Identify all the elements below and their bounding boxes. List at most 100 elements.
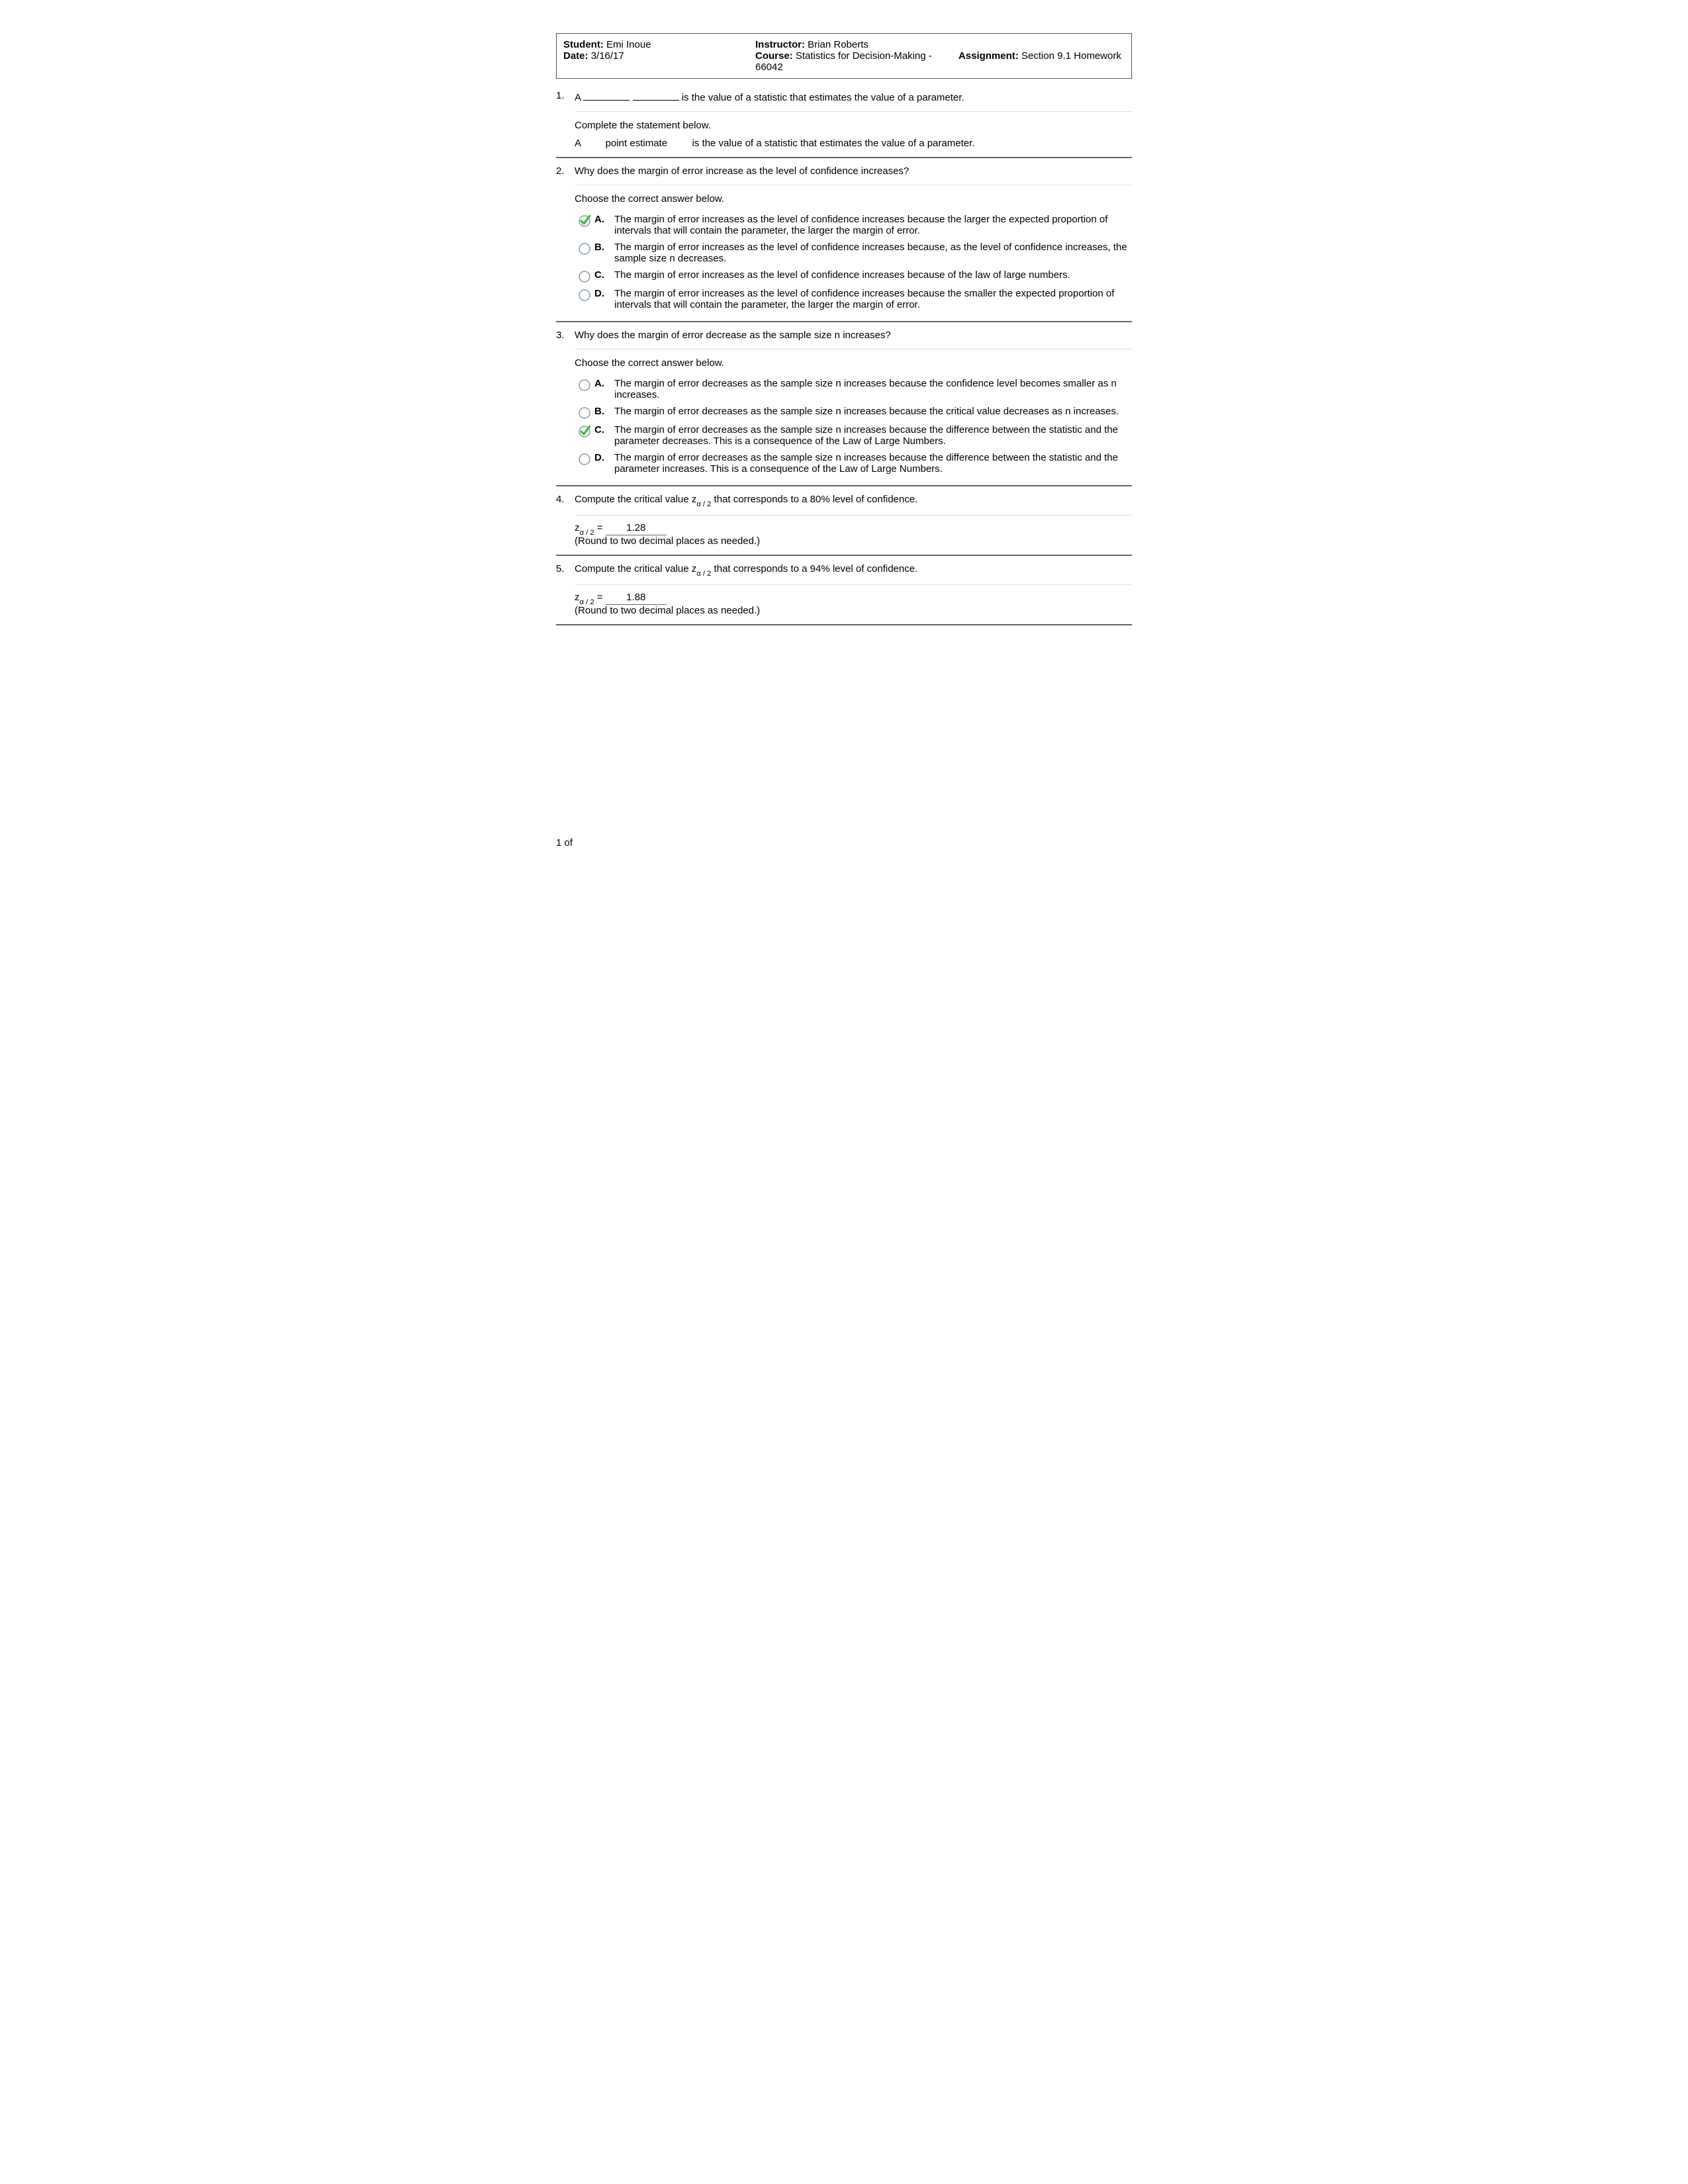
option-text: The margin of error decreases as the sam…: [614, 452, 1132, 475]
date-value: 3/16/17: [591, 50, 624, 62]
q2-subprompt: Choose the correct answer below.: [575, 192, 1132, 211]
assignment-line: Assignment: Section 9.1 Homework: [959, 50, 1125, 73]
qnum: 1.: [556, 88, 575, 157]
header-left: Student: Emi Inoue Date: 3/16/17: [557, 34, 749, 78]
q4-prompt-sub: α / 2: [696, 500, 711, 508]
qbody: Compute the critical value zα / 2 that c…: [575, 561, 1132, 624]
instructor-line: Instructor: Brian Roberts: [755, 39, 1125, 50]
qnum: 2.: [556, 163, 575, 321]
option-text: The margin of error increases as the lev…: [614, 269, 1132, 281]
option-letter: B.: [594, 242, 614, 253]
radio-unchecked-icon[interactable]: [575, 406, 594, 419]
option-row[interactable]: A.The margin of error increases as the l…: [575, 211, 1132, 239]
q5-prompt-pre: Compute the critical value z: [575, 563, 696, 574]
q5-prompt: Compute the critical value zα / 2 that c…: [575, 561, 1132, 583]
radio-checked-icon[interactable]: [575, 424, 594, 437]
option-letter: A.: [594, 378, 614, 389]
option-text: The margin of error increases as the lev…: [614, 242, 1132, 264]
option-text: The margin of error increases as the lev…: [614, 214, 1132, 236]
q3-subprompt: Choose the correct answer below.: [575, 356, 1132, 375]
qbody: Why does the margin of error decrease as…: [575, 328, 1132, 485]
q4-prompt-pre: Compute the critical value z: [575, 494, 696, 505]
q1-blank1: [583, 90, 630, 101]
page: Student: Emi Inoue Date: 3/16/17 Instruc…: [526, 0, 1162, 882]
q5-ans-sub: α / 2: [580, 598, 594, 606]
q5-prompt-sub: α / 2: [696, 570, 711, 578]
question-5: 5. Compute the critical value zα / 2 tha…: [556, 561, 1132, 625]
q1-answer-line: A point estimate is the value of a stati…: [575, 138, 1132, 149]
radio-unchecked-icon[interactable]: [575, 452, 594, 465]
student-line: Student: Emi Inoue: [563, 39, 742, 50]
separator: [575, 515, 1132, 516]
course-label: Course:: [755, 50, 793, 62]
option-letter: D.: [594, 288, 614, 299]
option-letter: C.: [594, 269, 614, 281]
radio-checked-icon[interactable]: [575, 214, 594, 227]
q1-ans-fill: point estimate: [583, 138, 689, 149]
instructor-label: Instructor:: [755, 39, 805, 50]
question-3: 3. Why does the margin of error decrease…: [556, 328, 1132, 486]
header-right-row: Course: Statistics for Decision-Making -…: [755, 50, 1125, 73]
separator: [575, 584, 1132, 585]
radio-unchecked-icon[interactable]: [575, 242, 594, 255]
date-label: Date:: [563, 50, 588, 62]
header-box: Student: Emi Inoue Date: 3/16/17 Instruc…: [556, 33, 1132, 79]
radio-unchecked-icon[interactable]: [575, 269, 594, 283]
q4-prompt: Compute the critical value zα / 2 that c…: [575, 492, 1132, 514]
qbody: A is the value of a statistic that estim…: [575, 88, 1132, 157]
student-label: Student:: [563, 39, 604, 50]
q5-ans-eq: =: [594, 592, 606, 603]
q4-note: (Round to two decimal places as needed.): [575, 535, 1132, 547]
q5-ans-value: 1.88: [606, 592, 667, 605]
q4-prompt-post: that corresponds to a 80% level of confi…: [711, 494, 917, 505]
q3-prompt: Why does the margin of error decrease as…: [575, 328, 1132, 347]
question-4: 4. Compute the critical value zα / 2 tha…: [556, 492, 1132, 556]
option-text: The margin of error decreases as the sam…: [614, 406, 1132, 417]
option-letter: A.: [594, 214, 614, 225]
q4-ans-sub: α / 2: [580, 529, 594, 537]
radio-unchecked-icon[interactable]: [575, 288, 594, 301]
qbody: Compute the critical value zα / 2 that c…: [575, 492, 1132, 555]
qnum: 3.: [556, 328, 575, 485]
separator: [575, 111, 1132, 112]
instructor-name: Brian Roberts: [808, 39, 868, 50]
option-row[interactable]: D.The margin of error decreases as the s…: [575, 449, 1132, 477]
qnum: 5.: [556, 561, 575, 624]
qnum: 4.: [556, 492, 575, 555]
qbody: Why does the margin of error increase as…: [575, 163, 1132, 321]
header-right: Instructor: Brian Roberts Course: Statis…: [749, 34, 1131, 78]
student-name: Emi Inoue: [606, 39, 651, 50]
q5-note: (Round to two decimal places as needed.): [575, 605, 1132, 616]
q2-options: A.The margin of error increases as the l…: [575, 211, 1132, 313]
q1-subprompt: Complete the statement below.: [575, 118, 1132, 138]
option-text: The margin of error decreases as the sam…: [614, 378, 1132, 400]
q5-prompt-post: that corresponds to a 94% level of confi…: [711, 563, 917, 574]
option-row[interactable]: A.The margin of error decreases as the s…: [575, 375, 1132, 403]
q1-prompt-post: is the value of a statistic that estimat…: [682, 92, 964, 103]
date-line: Date: 3/16/17: [563, 50, 742, 62]
q1-ans-post: is the value of a statistic that estimat…: [692, 138, 975, 149]
q5-answer-line: zα / 2 = 1.88: [575, 592, 1132, 605]
option-text: The margin of error increases as the lev…: [614, 288, 1132, 310]
q2-prompt: Why does the margin of error increase as…: [575, 163, 1132, 183]
option-text: The margin of error decreases as the sam…: [614, 424, 1132, 447]
q1-prompt: A is the value of a statistic that estim…: [575, 88, 1132, 110]
q4-ans-pre: z: [575, 522, 580, 533]
radio-unchecked-icon[interactable]: [575, 378, 594, 391]
option-row[interactable]: B.The margin of error decreases as the s…: [575, 403, 1132, 422]
option-row[interactable]: D.The margin of error increases as the l…: [575, 285, 1132, 313]
q3-options: A.The margin of error decreases as the s…: [575, 375, 1132, 477]
q4-answer-line: zα / 2 = 1.28: [575, 522, 1132, 535]
q5-ans-pre: z: [575, 592, 580, 603]
q4-ans-value: 1.28: [606, 522, 667, 535]
q1-blank2: [633, 90, 679, 101]
assignment-label: Assignment:: [959, 50, 1019, 62]
q4-ans-eq: =: [594, 522, 606, 533]
option-letter: B.: [594, 406, 614, 417]
assignment-value: Section 9.1 Homework: [1021, 50, 1121, 62]
option-row[interactable]: C.The margin of error decreases as the s…: [575, 422, 1132, 449]
option-row[interactable]: C.The margin of error increases as the l…: [575, 267, 1132, 285]
option-row[interactable]: B.The margin of error increases as the l…: [575, 239, 1132, 267]
question-1: 1. A is the value of a statistic that es…: [556, 88, 1132, 158]
option-letter: C.: [594, 424, 614, 435]
